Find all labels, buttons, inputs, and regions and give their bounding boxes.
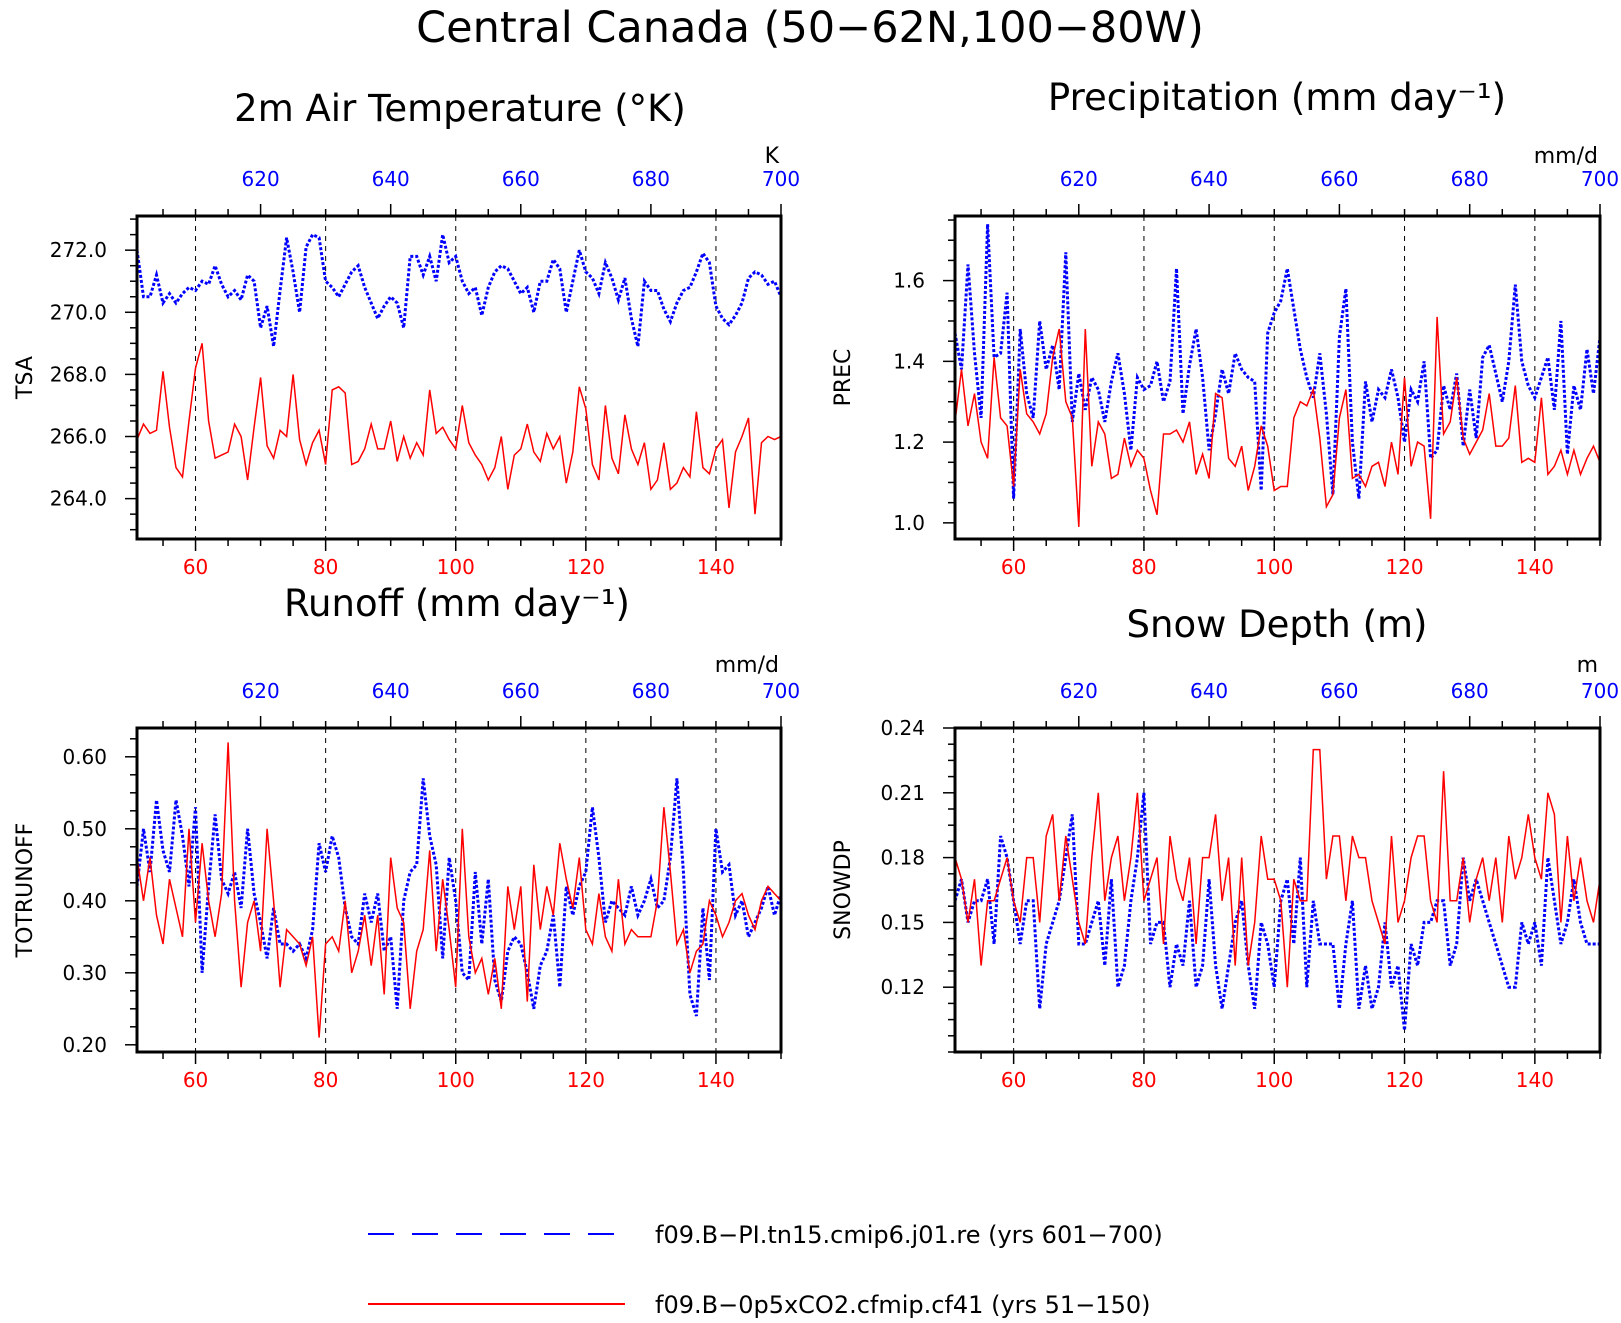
- y-axis-label-prec: PREC: [831, 349, 856, 407]
- units-label-runoff: mm/d: [715, 653, 779, 678]
- x-top-tick-label: 640: [1190, 679, 1228, 703]
- x-tick-label: 100: [1255, 1068, 1293, 1092]
- x-top-tick-label: 700: [1581, 167, 1619, 191]
- y-tick-label: 0.12: [880, 975, 925, 999]
- x-top-tick-label: 680: [632, 679, 670, 703]
- legend: f09.B−PI.tn15.cmip6.j01.re (yrs 601−700)…: [368, 1221, 1163, 1319]
- y-tick-label: 1.6: [893, 269, 925, 293]
- x-top-tick-label: 620: [242, 679, 280, 703]
- panel-prec: Precipitation (mm day⁻¹) mm/d PREC 60 80 100 1…: [831, 76, 1619, 579]
- x-tick-label: 120: [1385, 1068, 1423, 1092]
- y-tick-label: 264.0: [50, 487, 107, 511]
- x-tick-label: 100: [1255, 555, 1293, 579]
- x-tick-label: 140: [1516, 555, 1554, 579]
- x-tick-label: 60: [1001, 1068, 1026, 1092]
- x-tick-label: 60: [1001, 555, 1026, 579]
- y-axis-label-runoff: TOTRUNOFF: [13, 823, 38, 959]
- x-top-tick-label: 680: [1451, 167, 1489, 191]
- y-tick-label: 272.0: [50, 238, 107, 262]
- y-tick-label: 270.0: [50, 300, 107, 324]
- series-line-red-prec: [955, 316, 1600, 527]
- y-axis-label-snowdp: SNOWDP: [831, 840, 856, 940]
- y-axis-label-tsa: TSA: [13, 356, 38, 400]
- series-line-blue-snowdp: [955, 792, 1600, 1031]
- x-tick-label: 80: [1131, 555, 1156, 579]
- x-tick-label: 80: [1131, 1068, 1156, 1092]
- x-tick-label: 120: [567, 1068, 605, 1092]
- y-tick-label: 0.20: [62, 1033, 107, 1057]
- y-tick-label: 0.24: [880, 716, 925, 740]
- x-tick-label: 80: [313, 555, 338, 579]
- plot-frame-tsa: [135, 214, 783, 541]
- series-line-blue-tsa: [137, 232, 781, 347]
- panel-snowdp: Snow Depth (m) m SNOWDP 60 80 100 120 140 620 640…: [831, 603, 1619, 1092]
- y-tick-label: 1.0: [893, 511, 925, 535]
- x-top-tick-label: 640: [1190, 167, 1228, 191]
- plot-frame-runoff: [135, 726, 783, 1054]
- y-tick-label: 0.18: [880, 846, 925, 870]
- legend-label-series-b: f09.B−0p5xCO2.cfmip.cf41 (yrs 51−150): [655, 1291, 1150, 1319]
- plot-frame-prec: [953, 214, 1602, 541]
- y-tick-label: 0.21: [880, 781, 925, 805]
- x-top-tick-label: 700: [762, 167, 800, 191]
- panel-title-runoff: Runoff (mm day⁻¹): [284, 582, 630, 625]
- x-top-tick-label: 640: [372, 167, 410, 191]
- y-tick-label: 0.60: [62, 745, 107, 769]
- series-line-red-tsa: [137, 343, 781, 515]
- panel-runoff: Runoff (mm day⁻¹) mm/d TOTRUNOFF 60 80 100 120…: [13, 582, 800, 1092]
- x-top-tick-label: 700: [762, 679, 800, 703]
- x-tick-label: 140: [697, 1068, 735, 1092]
- x-top-tick-label: 660: [1320, 679, 1358, 703]
- x-tick-label: 60: [183, 1068, 208, 1092]
- x-top-tick-label: 700: [1581, 679, 1619, 703]
- x-top-tick-label: 620: [242, 167, 280, 191]
- plot-frame-snowdp: [953, 726, 1602, 1054]
- series-line-blue-runoff: [137, 778, 781, 1017]
- y-tick-label: 0.50: [62, 817, 107, 841]
- y-tick-label: 268.0: [50, 362, 107, 386]
- legend-label-series-a: f09.B−PI.tn15.cmip6.j01.re (yrs 601−700): [655, 1221, 1163, 1249]
- y-tick-label: 1.4: [893, 349, 925, 373]
- x-top-tick-label: 620: [1060, 679, 1098, 703]
- x-top-tick-label: 660: [502, 679, 540, 703]
- y-tick-label: 0.15: [880, 910, 925, 934]
- x-top-tick-label: 660: [1320, 167, 1358, 191]
- x-tick-label: 120: [1385, 555, 1423, 579]
- x-top-tick-label: 680: [632, 167, 670, 191]
- x-top-tick-label: 680: [1451, 679, 1489, 703]
- x-tick-label: 80: [313, 1068, 338, 1092]
- x-tick-label: 140: [697, 555, 735, 579]
- panel-title-prec: Precipitation (mm day⁻¹): [1048, 76, 1506, 119]
- x-tick-label: 140: [1516, 1068, 1554, 1092]
- units-label-tsa: K: [765, 144, 780, 169]
- y-tick-label: 266.0: [50, 425, 107, 449]
- x-tick-label: 100: [437, 1068, 475, 1092]
- x-tick-label: 120: [567, 555, 605, 579]
- panel-title-tsa: 2m Air Temperature (°K): [234, 87, 686, 130]
- chart-panels: 2m Air Temperature (°K) K TSA 60 80 100 120 140…: [13, 76, 1619, 1092]
- y-tick-label: 0.40: [62, 889, 107, 913]
- units-label-prec: mm/d: [1534, 144, 1598, 169]
- units-label-snowdp: m: [1577, 653, 1598, 678]
- x-top-tick-label: 620: [1060, 167, 1098, 191]
- panel-tsa: 2m Air Temperature (°K) K TSA 60 80 100 120 140…: [13, 87, 800, 579]
- x-top-tick-label: 660: [502, 167, 540, 191]
- x-tick-label: 100: [437, 555, 475, 579]
- series-line-red-snowdp: [955, 748, 1600, 988]
- panel-title-snowdp: Snow Depth (m): [1127, 603, 1428, 646]
- series-line-blue-prec: [955, 224, 1600, 499]
- y-tick-label: 1.2: [893, 430, 925, 454]
- x-top-tick-label: 640: [372, 679, 410, 703]
- series-line-red-runoff: [137, 742, 781, 1038]
- y-tick-label: 0.30: [62, 961, 107, 985]
- figure-title: Central Canada (50−62N,100−80W): [416, 3, 1204, 53]
- x-tick-label: 60: [183, 555, 208, 579]
